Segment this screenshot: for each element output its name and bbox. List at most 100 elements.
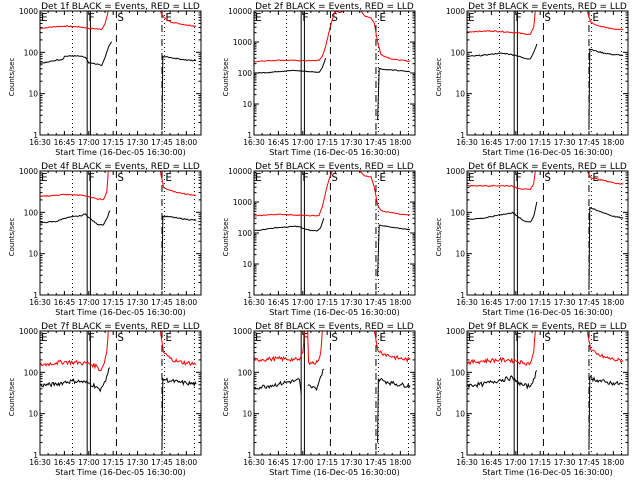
- plot-frame: [39, 330, 202, 456]
- chart-title: Det 7f BLACK = Events, RED = LLD: [41, 322, 200, 332]
- x-tick-label: 17:45: [578, 458, 600, 467]
- x-tick-label: 17:30: [554, 298, 576, 307]
- panel-det-1: Det 1f BLACK = Events, RED = LLD Start Ti…: [8, 2, 202, 157]
- x-tick-label: 17:45: [365, 458, 387, 467]
- x-tick-label: 17:15: [529, 138, 551, 147]
- marker-label: F: [515, 171, 522, 184]
- chart-title: Det 5f BLACK = Events, RED = LLD: [255, 162, 414, 172]
- x-tick-label: 17:45: [151, 298, 173, 307]
- x-tick-label: 17:15: [102, 138, 124, 147]
- x-tick-label: 17:30: [554, 458, 576, 467]
- plot-frame: [466, 10, 629, 136]
- x-tick-label: 16:45: [481, 298, 503, 307]
- panel-det-4: Det 4f BLACK = Events, RED = LLD Start Ti…: [8, 162, 202, 317]
- y-tick-label: 1000: [446, 167, 465, 176]
- marker-label: E: [255, 171, 262, 184]
- y-axis-label: Counts/sec: [435, 58, 443, 97]
- marker-label: F: [302, 171, 309, 184]
- series-line-events: [254, 58, 411, 121]
- x-tick-label: 16:45: [268, 298, 290, 307]
- series-line-lld: [254, 331, 411, 366]
- y-tick-label: 100: [238, 69, 253, 78]
- panel-det-9: Det 9f BLACK = Events, RED = LLD Start Ti…: [435, 322, 629, 477]
- panel-det-8: Det 8f BLACK = Events, RED = LLD Start Ti…: [222, 322, 416, 477]
- x-tick-label: 17:00: [78, 458, 100, 467]
- series-line-lld: [467, 11, 624, 36]
- marker-label: F: [302, 11, 309, 24]
- marker-label: S: [544, 331, 551, 344]
- x-tick-label: 18:00: [390, 298, 412, 307]
- series-line-lld: [40, 331, 197, 372]
- x-axis-label: Start Time (16-Dec-05 16:30:00): [482, 148, 613, 157]
- y-tick-label: 10: [242, 260, 252, 269]
- y-tick-label: 1: [460, 131, 465, 140]
- panel-det-6: Det 6f BLACK = Events, RED = LLD Start Ti…: [435, 162, 629, 317]
- y-tick-label: 100: [24, 48, 39, 57]
- x-tick-label: 18:00: [390, 138, 412, 147]
- x-tick-label: 17:00: [505, 298, 527, 307]
- x-tick-label: 17:30: [554, 138, 576, 147]
- x-axis-label: Start Time (16-Dec-05 16:30:00): [269, 308, 400, 317]
- x-tick-label: 17:45: [365, 298, 387, 307]
- y-axis-label: Counts/sec: [8, 58, 16, 97]
- y-tick-label: 100: [238, 229, 253, 238]
- x-tick-label: 16:30: [29, 138, 51, 147]
- marker-label: E: [592, 171, 599, 184]
- chart-title: Det 1f BLACK = Events, RED = LLD: [41, 2, 200, 12]
- series-line-events: [467, 201, 624, 288]
- series-line-lld: [254, 11, 411, 63]
- x-tick-label: 17:15: [529, 458, 551, 467]
- series-line-events: [467, 43, 624, 125]
- y-tick-label: 100: [451, 368, 466, 377]
- y-tick-label: 100: [451, 208, 466, 217]
- series-line-lld: [40, 171, 197, 201]
- y-axis-label: Counts/sec: [435, 218, 443, 257]
- marker-label: E: [255, 11, 262, 24]
- marker-label: S: [117, 331, 124, 344]
- y-tick-label: 10000: [228, 7, 252, 16]
- y-tick-label: 100: [451, 48, 466, 57]
- x-tick-label: 16:30: [456, 298, 478, 307]
- series-line-lld: [40, 11, 197, 31]
- y-tick-label: 1000: [446, 7, 465, 16]
- plot-frame: [466, 170, 629, 296]
- series-line-lld: [467, 331, 624, 366]
- y-tick-label: 1000: [19, 167, 38, 176]
- marker-label: E: [165, 331, 172, 344]
- x-tick-label: 18:00: [603, 458, 625, 467]
- chart-title: Det 4f BLACK = Events, RED = LLD: [41, 162, 200, 172]
- marker-label: S: [544, 171, 551, 184]
- x-tick-label: 16:30: [243, 458, 265, 467]
- y-tick-label: 1: [33, 451, 38, 460]
- x-axis-label: Start Time (16-Dec-05 16:30:00): [269, 148, 400, 157]
- y-axis-label: Counts/sec: [8, 378, 16, 417]
- marker-label: S: [331, 11, 338, 24]
- y-axis-label: Counts/sec: [8, 218, 16, 257]
- x-axis-label: Start Time (16-Dec-05 16:30:00): [482, 468, 613, 477]
- y-tick-label: 10: [242, 410, 252, 419]
- x-tick-label: 17:00: [505, 138, 527, 147]
- marker-label: E: [41, 11, 48, 24]
- x-tick-label: 17:00: [78, 298, 100, 307]
- marker-label: S: [117, 11, 124, 24]
- x-tick-label: 17:15: [316, 298, 338, 307]
- x-tick-label: 16:45: [54, 138, 76, 147]
- x-tick-label: 16:30: [456, 458, 478, 467]
- x-tick-label: 18:00: [176, 298, 198, 307]
- x-tick-label: 17:15: [316, 138, 338, 147]
- plot-frame: [466, 330, 629, 456]
- x-tick-label: 17:15: [102, 298, 124, 307]
- marker-label: E: [592, 331, 599, 344]
- y-tick-label: 10: [28, 90, 38, 99]
- y-tick-label: 1000: [233, 38, 252, 47]
- plot-frame: [39, 10, 202, 136]
- y-tick-label: 10000: [228, 167, 252, 176]
- x-tick-label: 17:30: [341, 298, 363, 307]
- x-tick-label: 17:45: [578, 138, 600, 147]
- y-tick-label: 1000: [233, 327, 252, 336]
- x-tick-label: 17:30: [127, 458, 149, 467]
- y-tick-label: 10: [28, 410, 38, 419]
- marker-label: E: [379, 171, 386, 184]
- x-tick-label: 17:15: [102, 458, 124, 467]
- y-axis-label: Counts/sec: [222, 378, 230, 417]
